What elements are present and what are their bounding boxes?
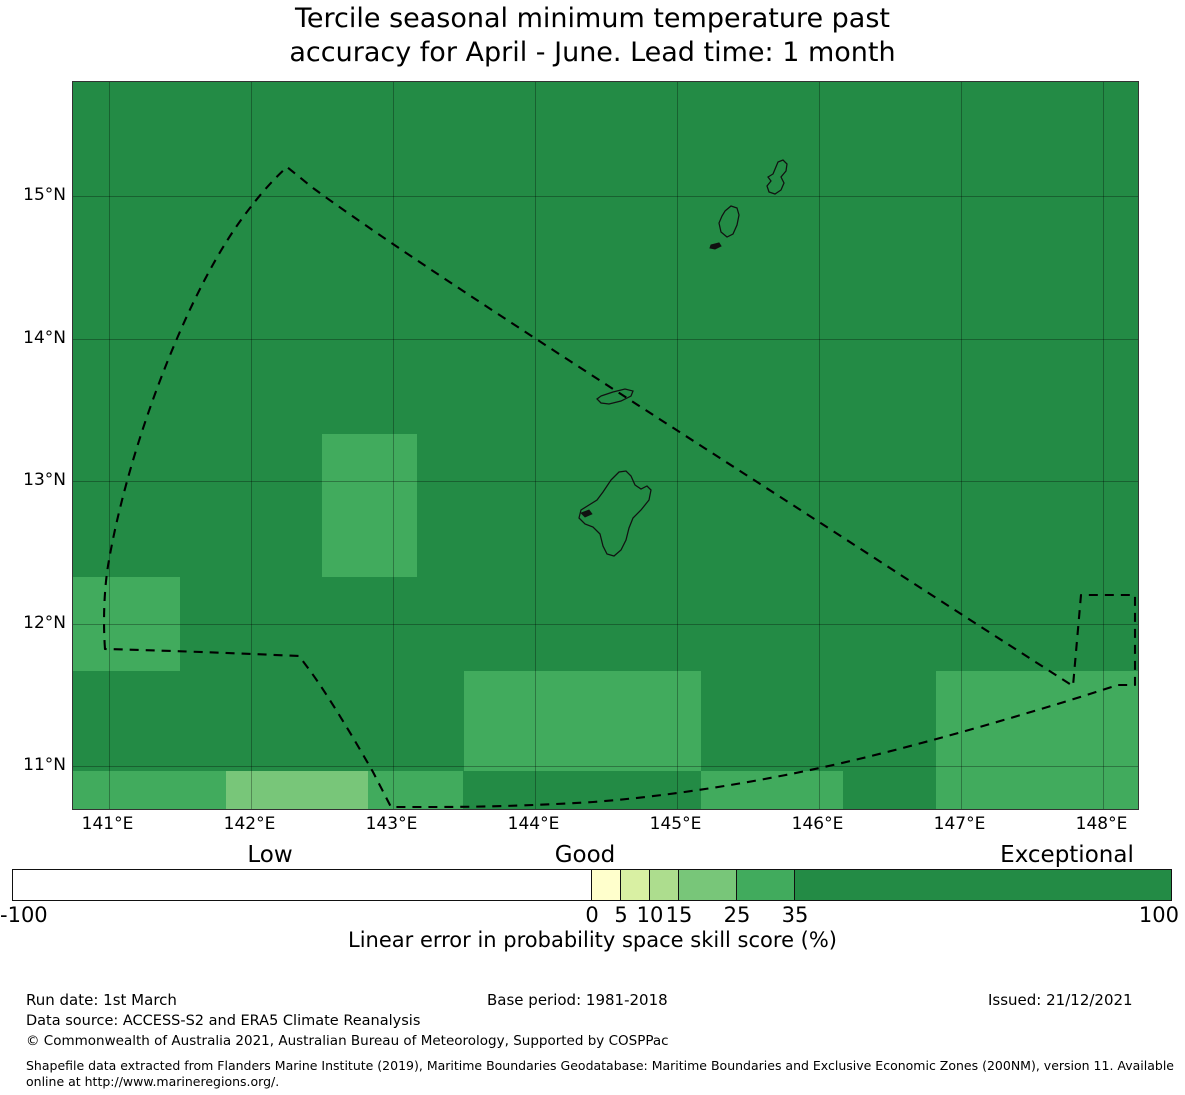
colorbar-segment xyxy=(592,870,621,900)
gridline-horizontal xyxy=(73,623,1138,625)
x-axis-tick-label: 144°E xyxy=(507,814,560,834)
colorbar xyxy=(12,869,1172,901)
title-line-2: accuracy for April - June. Lead time: 1 … xyxy=(289,37,896,68)
heatmap-cell xyxy=(463,670,701,771)
heatmap-cell xyxy=(73,770,227,809)
colorbar-category-labels: Low Good Exceptional xyxy=(0,842,1185,868)
heatmap-cell xyxy=(936,670,1138,771)
heatmap-cell xyxy=(368,770,464,809)
colorbar-category-label: Low xyxy=(247,842,293,868)
island-aguijan-path xyxy=(709,242,722,250)
page-title: Tercile seasonal minimum temperature pas… xyxy=(0,2,1185,70)
heatmap-cell xyxy=(226,770,369,809)
x-axis-tick-label: 147°E xyxy=(933,814,986,834)
heatmap-cell xyxy=(700,770,843,809)
island-guam-inlet-path xyxy=(580,509,593,518)
x-axis-tick-label: 148°E xyxy=(1075,814,1128,834)
colorbar-tick-label: 35 xyxy=(781,903,809,927)
colorbar-tick-label: 5 xyxy=(614,903,628,927)
footer-base-period: Base period: 1981-2018 xyxy=(487,991,668,1009)
colorbar-tick-label: 0 xyxy=(585,903,599,927)
colorbar-category-label: Good xyxy=(554,842,616,868)
colorbar-segment xyxy=(649,870,679,900)
heatmap-cell xyxy=(842,770,937,809)
colorbar-tick-labels: -100 0 5 10 15 25 35 100 xyxy=(0,903,1185,927)
heatmap-cell xyxy=(936,770,1138,809)
x-axis-tick-label: 143°E xyxy=(365,814,418,834)
y-axis-tick-label: 13°N xyxy=(23,470,66,491)
gridline-vertical xyxy=(250,82,252,809)
gridline-horizontal xyxy=(73,196,1138,198)
gridline-vertical xyxy=(818,82,820,809)
footer-copyright: © Commonwealth of Australia 2021, Austra… xyxy=(26,1033,669,1049)
y-axis-tick-label: 15°N xyxy=(23,185,66,206)
colorbar-axis-label: Linear error in probability space skill … xyxy=(348,928,837,952)
colorbar-segment xyxy=(620,870,650,900)
colorbar-segment xyxy=(13,870,592,900)
heatmap-cell xyxy=(73,576,180,671)
colorbar-category-label: Exceptional xyxy=(1000,842,1134,868)
island-guam-path xyxy=(578,470,652,557)
island-tinian-path xyxy=(718,205,740,238)
title-line-1: Tercile seasonal minimum temperature pas… xyxy=(295,3,890,34)
x-axis-tick-label: 141°E xyxy=(81,814,134,834)
gridline-horizontal xyxy=(73,338,1138,340)
colorbar-segment xyxy=(736,870,795,900)
colorbar-tick-label: 100 xyxy=(1138,903,1179,927)
footer-run-date: Run date: 1st March xyxy=(26,991,177,1009)
y-axis-tick-label: 11°N xyxy=(23,755,66,776)
colorbar-segment xyxy=(794,870,1172,900)
map-plot-area xyxy=(72,81,1139,810)
x-axis-tick-label: 146°E xyxy=(791,814,844,834)
island-saipan-path xyxy=(766,159,788,195)
footer-shapefile-attribution: Shapefile data extracted from Flanders M… xyxy=(26,1058,1174,1089)
x-axis-tick-label: 142°E xyxy=(223,814,276,834)
gridline-vertical xyxy=(108,82,110,809)
footer-issued-date: Issued: 21/12/2021 xyxy=(988,991,1133,1009)
map-canvas xyxy=(73,82,1138,809)
colorbar-tick-label: 25 xyxy=(723,903,751,927)
x-axis-tick-label: 145°E xyxy=(649,814,702,834)
colorbar-tick-label: 10 xyxy=(636,903,664,927)
island-rota-path xyxy=(596,388,634,405)
y-axis-tick-label: 14°N xyxy=(23,327,66,348)
gridline-horizontal xyxy=(73,481,1138,483)
y-axis-tick-label: 12°N xyxy=(23,612,66,633)
colorbar-tick-label: 15 xyxy=(665,903,693,927)
heatmap-cell xyxy=(321,434,417,577)
colorbar-tick-label: -100 xyxy=(0,903,48,927)
colorbar-segment xyxy=(678,870,737,900)
footer-data-source: Data source: ACCESS-S2 and ERA5 Climate … xyxy=(26,1013,421,1029)
